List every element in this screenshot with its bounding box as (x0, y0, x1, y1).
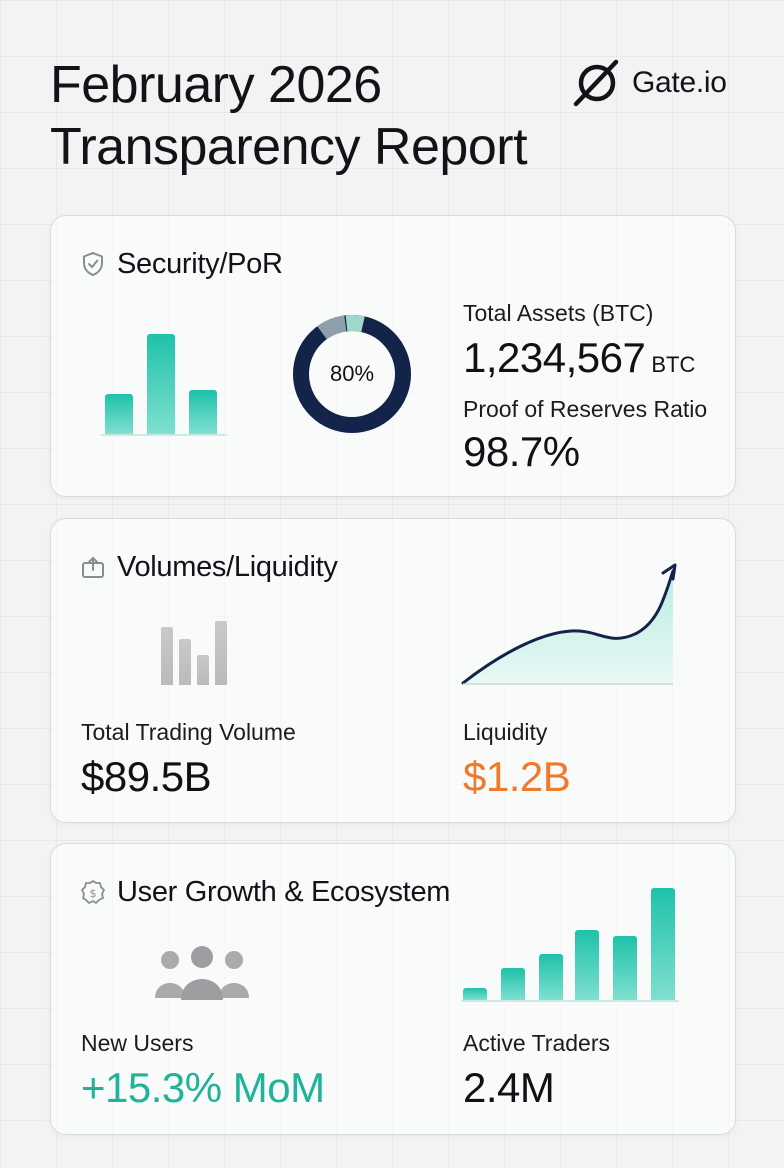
title-line-1: February 2026 (50, 56, 382, 114)
traders-bar-2 (501, 968, 525, 1000)
active-traders-label: Active Traders (463, 1030, 610, 1056)
por-value: 98.7% (463, 428, 580, 475)
active-traders-value: 2.4M (463, 1064, 555, 1111)
liquidity-trend-chart (461, 563, 677, 685)
growth-header: $ User Growth & Ecosystem (79, 872, 450, 912)
liquidity-area (463, 569, 673, 683)
trading-volume-value: $89.5B (81, 753, 212, 800)
volumes-card: Volumes/Liquidity Total Trading Volume $… (50, 518, 736, 823)
volume-gray-bar-2 (179, 639, 191, 685)
title-line-2: Transparency Report (50, 118, 528, 176)
volumes-title: Volumes/Liquidity (117, 550, 338, 583)
growth-card: $ User Growth & Ecosystem New Users +15.… (50, 843, 736, 1135)
security-header: Security/PoR (79, 244, 283, 284)
volumes-header: Volumes/Liquidity (79, 547, 338, 587)
total-assets-label: Total Assets (BTC) (463, 300, 654, 326)
security-title: Security/PoR (117, 247, 283, 280)
new-users-value: +15.3% MoM (81, 1064, 325, 1111)
security-bar-chart (101, 326, 227, 436)
growth-title: User Growth & Ecosystem (117, 875, 451, 908)
dollar-badge-icon: $ (81, 880, 105, 904)
traders-bar-1 (463, 988, 487, 1000)
security-bar-3 (189, 390, 217, 434)
report-title: February 2026 Transparency Report (50, 54, 528, 178)
brand-name: Gate.io (632, 66, 727, 99)
reserve-donut: 80% (289, 311, 415, 437)
total-assets-row: 1,234,567 BTC (463, 334, 695, 382)
svg-text:$: $ (90, 887, 97, 900)
gate-logo-icon (573, 59, 619, 107)
volume-gray-bar-1 (161, 627, 173, 685)
traders-bar-3 (539, 954, 563, 1000)
volume-gray-bar-3 (197, 655, 209, 685)
shield-icon (83, 251, 103, 277)
total-assets-value: 1,234,567 (463, 334, 646, 381)
volume-bar-icon (161, 617, 229, 685)
donut-center-label: 80% (329, 361, 375, 386)
users-group-icon (155, 946, 249, 1000)
traders-bar-5 (613, 936, 637, 1000)
security-bar-2 (147, 334, 175, 434)
security-bar-1 (105, 394, 133, 434)
traders-bar-baseline (461, 1000, 679, 1002)
brand-logo: Gate.io (570, 58, 740, 108)
traders-bar-6 (651, 888, 675, 1000)
security-bar-baseline (101, 434, 227, 436)
trading-volume-label: Total Trading Volume (81, 719, 296, 745)
upload-box-icon (82, 556, 104, 578)
total-assets-unit: BTC (651, 352, 696, 377)
liquidity-value: $1.2B (463, 753, 571, 800)
traders-bar-chart (461, 884, 683, 1002)
liquidity-line (461, 569, 675, 685)
traders-bar-4 (575, 930, 599, 1000)
security-card: Security/PoR 80% Total Assets (BTC) 1,23… (50, 215, 736, 497)
new-users-label: New Users (81, 1030, 194, 1056)
liquidity-arrow (661, 563, 677, 581)
liquidity-label: Liquidity (463, 719, 548, 745)
por-label: Proof of Reserves Ratio (463, 396, 708, 422)
reserve-donut-chart (293, 315, 411, 433)
volume-gray-bar-4 (215, 621, 227, 685)
